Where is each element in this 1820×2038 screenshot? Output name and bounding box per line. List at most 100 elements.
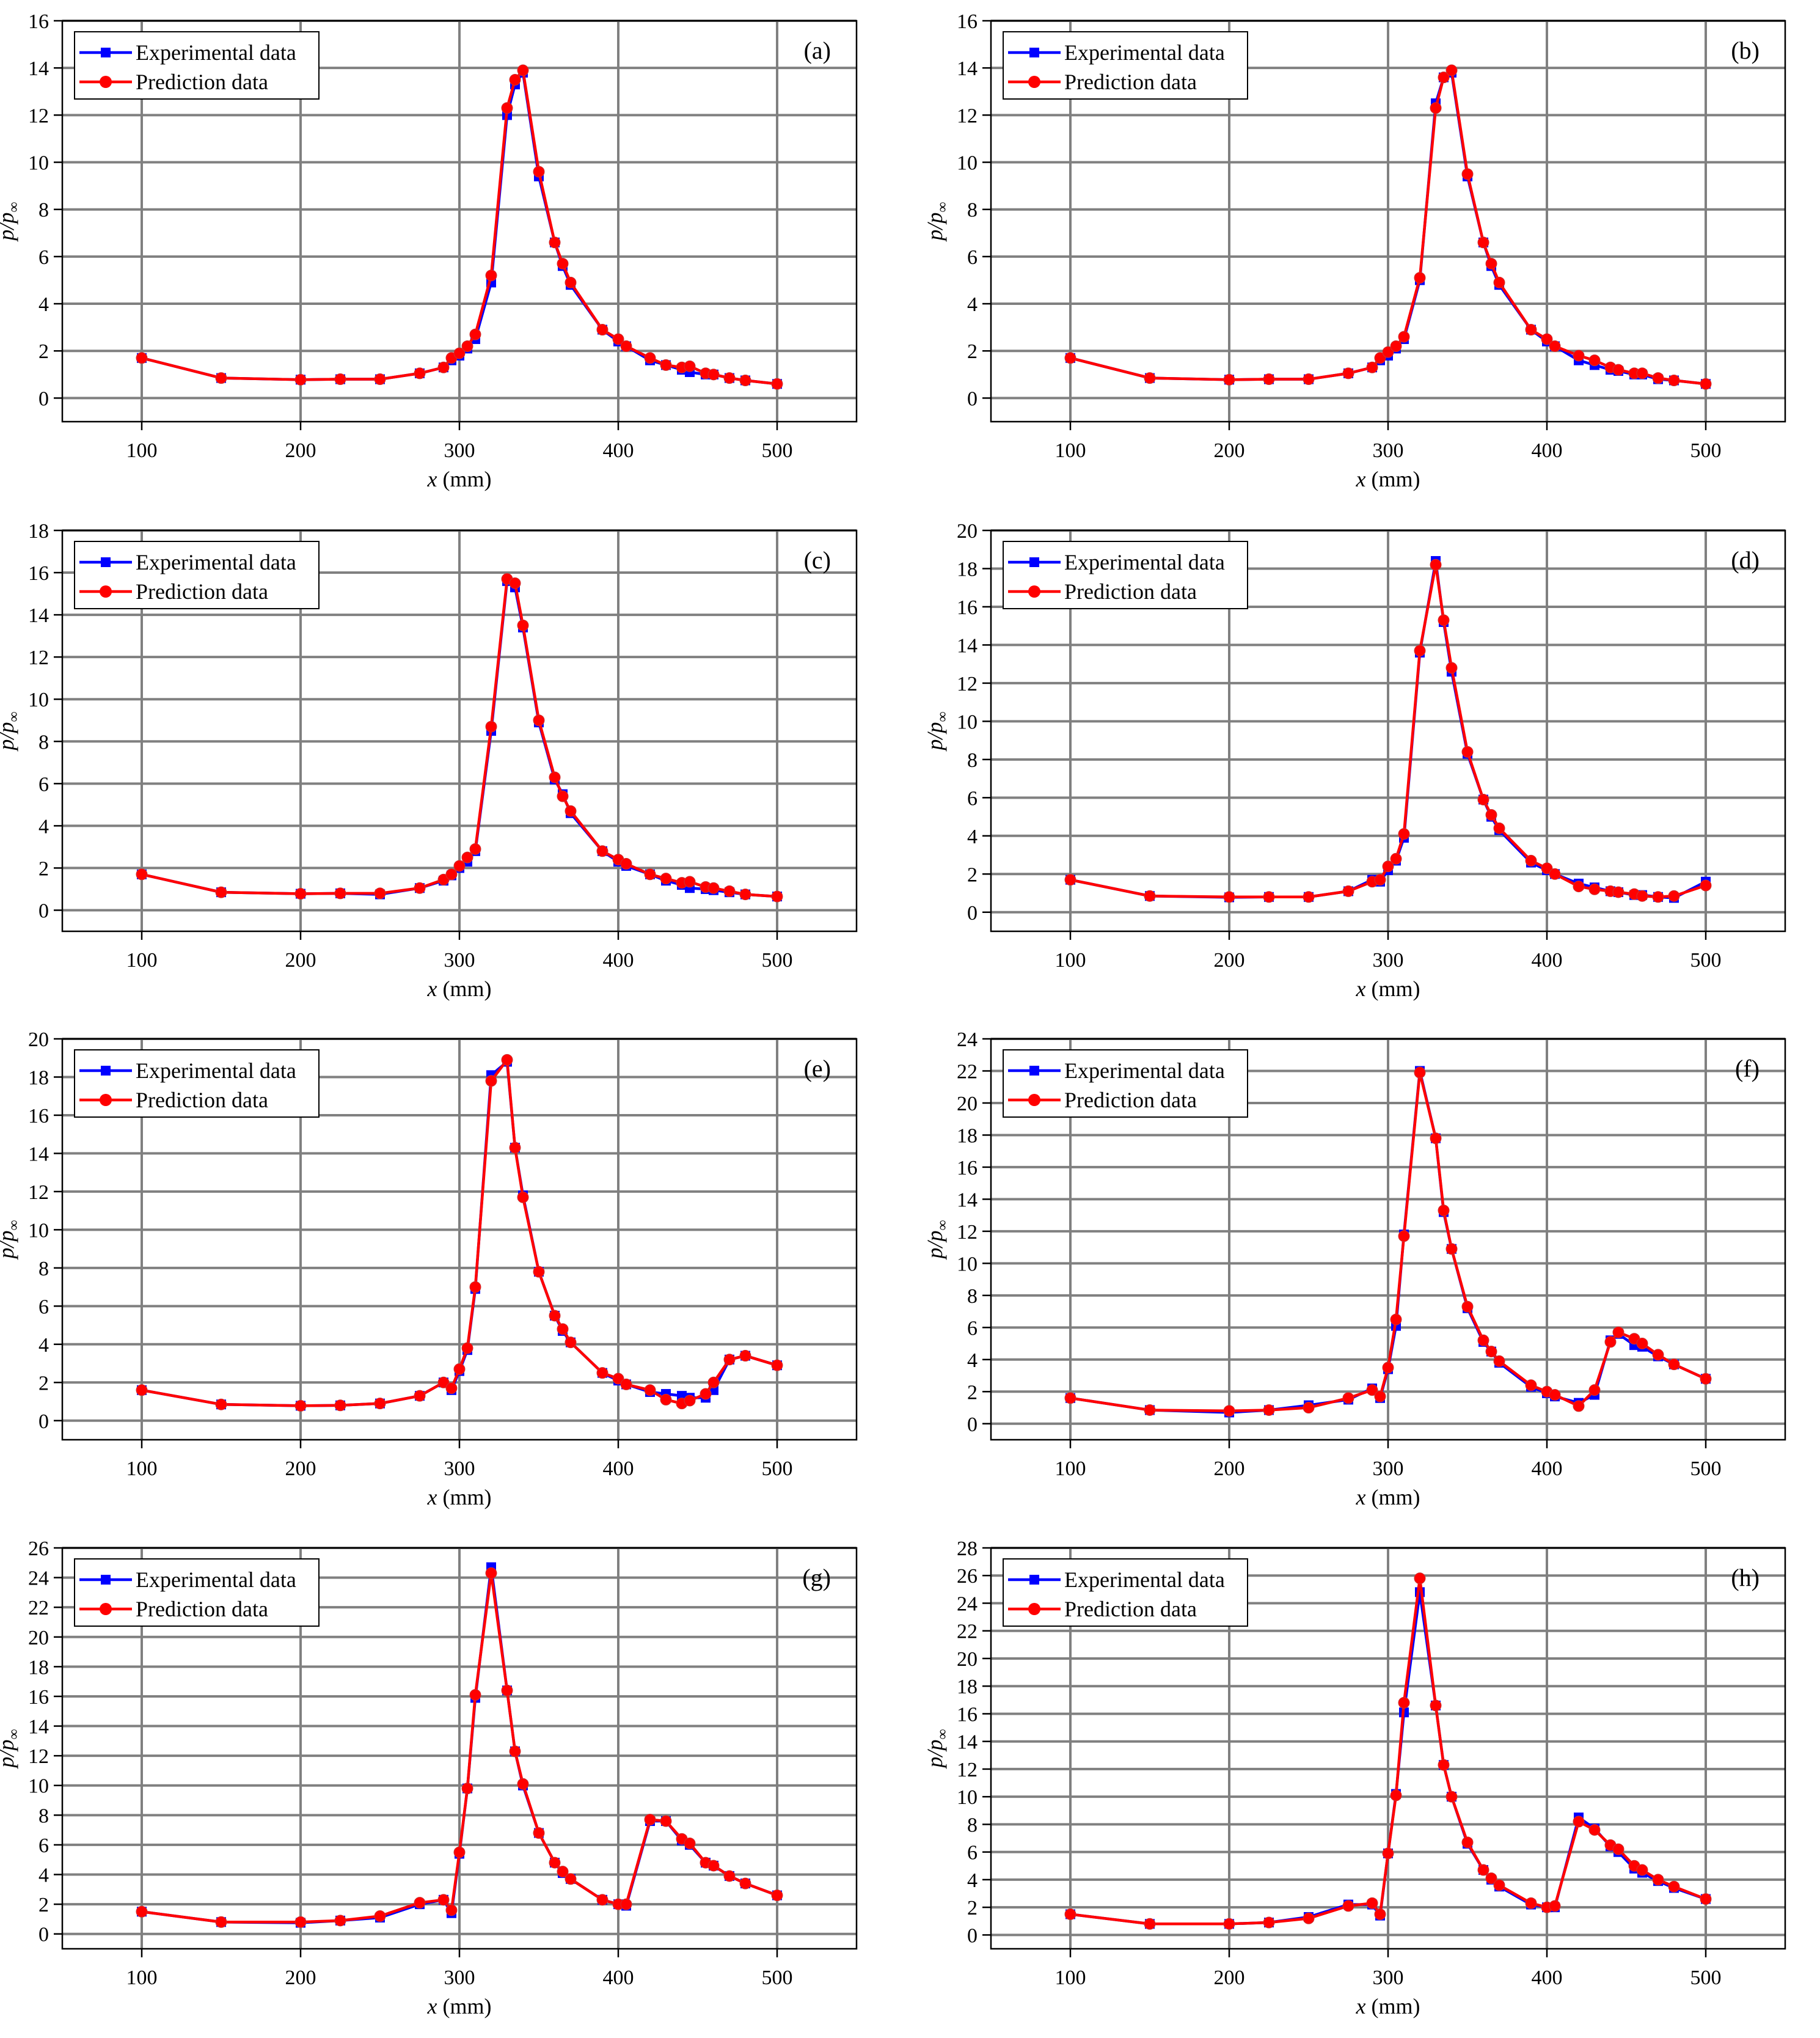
- x-tick-label: 400: [603, 1457, 634, 1480]
- prediction-point: [136, 868, 148, 881]
- prediction-point: [461, 1342, 473, 1354]
- prediction-point: [1652, 372, 1664, 384]
- panel-label: (d): [1731, 546, 1760, 574]
- y-axis-title: p/p∞: [0, 202, 22, 242]
- y-tick-label: 8: [38, 1258, 49, 1280]
- y-tick-label: 0: [38, 900, 49, 922]
- prediction-point: [549, 771, 561, 783]
- prediction-point: [334, 1399, 346, 1412]
- panel-label: (c): [804, 546, 831, 574]
- prediction-point: [1573, 881, 1585, 893]
- prediction-point: [1461, 168, 1474, 180]
- legend-experimental-label: Experimental data: [136, 550, 296, 574]
- y-tick-label: 18: [28, 520, 49, 543]
- y-tick-label: 6: [967, 1842, 978, 1864]
- prediction-point: [1588, 883, 1601, 895]
- y-axis-title: p/p∞: [923, 1220, 951, 1260]
- prediction-point: [1700, 1373, 1712, 1385]
- y-tick-label: 6: [967, 787, 978, 810]
- prediction-point: [1144, 1404, 1156, 1416]
- prediction-point: [1700, 879, 1712, 892]
- prediction-point: [1636, 890, 1648, 902]
- legend-experimental-marker: [1029, 557, 1039, 567]
- prediction-point: [1144, 372, 1156, 384]
- x-tick-label: 100: [126, 439, 158, 462]
- prediction-point: [1223, 1405, 1235, 1417]
- prediction-point: [1398, 1230, 1410, 1242]
- prediction-point: [517, 619, 529, 631]
- y-tick-label: 26: [28, 1538, 49, 1560]
- prediction-point: [453, 347, 466, 359]
- x-tick-label: 300: [1373, 439, 1404, 462]
- legend-prediction-marker: [100, 1094, 112, 1106]
- x-tick-label: 100: [1055, 439, 1086, 462]
- prediction-point: [1636, 1864, 1648, 1876]
- y-tick-label: 16: [28, 1105, 49, 1127]
- y-tick-label: 10: [28, 1219, 49, 1242]
- y-tick-label: 14: [957, 57, 978, 80]
- panel-label: (h): [1731, 1564, 1760, 1591]
- prediction-point: [1588, 1384, 1601, 1396]
- y-tick-label: 10: [28, 1775, 49, 1798]
- x-tick-label: 500: [1690, 439, 1722, 462]
- x-tick-label: 300: [444, 1457, 475, 1480]
- y-tick-label: 4: [38, 1334, 49, 1357]
- x-tick-label: 200: [285, 1457, 316, 1480]
- x-axis-title: x (mm): [1356, 1485, 1420, 1509]
- prediction-point: [1390, 852, 1402, 865]
- y-tick-label: 4: [38, 1864, 49, 1887]
- prediction-point: [453, 1363, 466, 1375]
- y-tick-label: 8: [967, 1285, 978, 1308]
- prediction-point: [1374, 874, 1386, 886]
- prediction-point: [771, 1890, 783, 1902]
- x-axis-title: x (mm): [1356, 467, 1420, 491]
- chart-panel-b: 100 200 300 400 500 0 2 4 6 8 10 12 14 16 x (mm) p/p∞ (b…: [923, 10, 1786, 491]
- prediction-point: [557, 1323, 569, 1335]
- x-tick-label: 400: [603, 439, 634, 462]
- legend-prediction-label: Prediction data: [1064, 1597, 1197, 1621]
- prediction-point: [533, 166, 545, 178]
- y-tick-label: 14: [28, 1716, 49, 1739]
- y-tick-label: 10: [957, 711, 978, 733]
- prediction-point: [596, 1367, 608, 1379]
- prediction-point: [485, 1075, 497, 1087]
- prediction-point: [620, 858, 632, 870]
- y-tick-label: 6: [967, 1317, 978, 1340]
- prediction-point: [1445, 1791, 1458, 1803]
- prediction-point: [1652, 1874, 1664, 1886]
- legend: Experimental data Prediction data: [1003, 1558, 1248, 1627]
- prediction-point: [509, 1142, 521, 1154]
- y-tick-label: 10: [28, 152, 49, 175]
- prediction-point: [644, 1384, 656, 1396]
- y-tick-label: 6: [38, 246, 49, 269]
- prediction-point: [1612, 1326, 1624, 1338]
- prediction-point: [215, 886, 227, 898]
- prediction-point: [1541, 333, 1553, 345]
- legend-prediction-marker: [1028, 1094, 1040, 1106]
- prediction-point: [1342, 367, 1354, 379]
- prediction-point: [1366, 1897, 1378, 1909]
- prediction-point: [565, 276, 577, 288]
- prediction-point: [469, 1281, 481, 1293]
- prediction-point: [501, 1684, 513, 1696]
- prediction-point: [533, 1827, 545, 1839]
- y-tick-label: 24: [957, 1593, 978, 1615]
- x-axis-title: x (mm): [1356, 977, 1420, 1001]
- legend-box: [1003, 1049, 1248, 1118]
- y-tick-label: 18: [957, 1676, 978, 1698]
- prediction-point: [1588, 1824, 1601, 1836]
- x-tick-label: 500: [762, 949, 793, 972]
- x-tick-label: 500: [762, 439, 793, 462]
- prediction-point: [707, 882, 720, 894]
- y-tick-label: 18: [957, 558, 978, 581]
- y-tick-label: 10: [957, 152, 978, 175]
- prediction-point: [1612, 364, 1624, 376]
- y-tick-label: 0: [967, 902, 978, 925]
- panel-label: (b): [1731, 37, 1760, 64]
- prediction-point: [1223, 891, 1235, 903]
- y-tick-label: 12: [28, 1181, 49, 1204]
- y-tick-label: 0: [38, 1410, 49, 1433]
- prediction-point: [136, 1905, 148, 1918]
- x-tick-label: 100: [1055, 949, 1086, 972]
- prediction-point: [485, 720, 497, 733]
